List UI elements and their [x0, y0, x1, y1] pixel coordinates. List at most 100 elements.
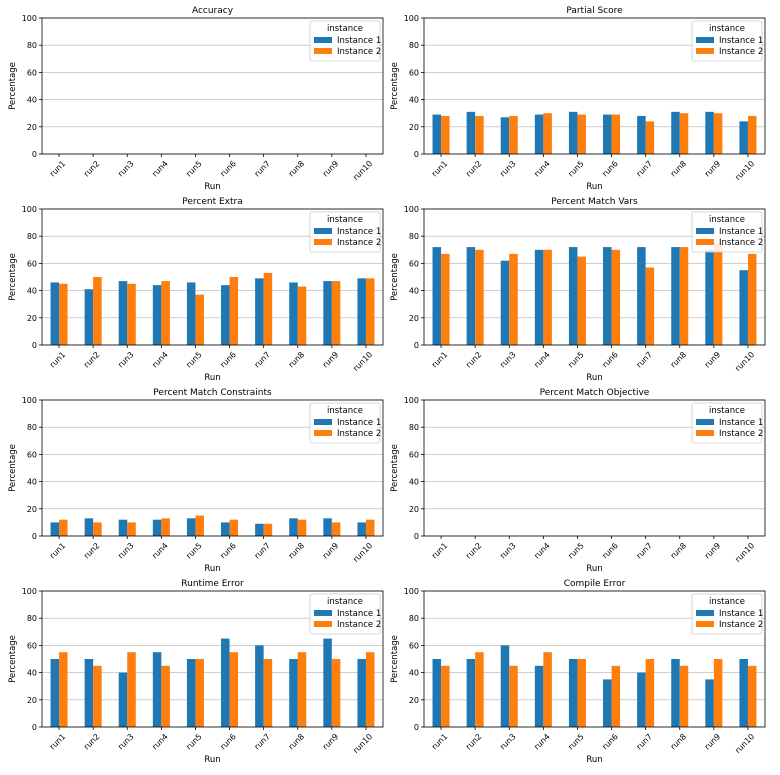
bar-1-run3: [500, 117, 510, 154]
x-tick-label: run9: [321, 541, 340, 560]
bar-1-run5: [568, 247, 578, 345]
chart-title: Compile Error: [564, 579, 626, 589]
legend-title: instance: [709, 406, 745, 416]
x-tick-label: run1: [430, 732, 449, 751]
bar-1-run6: [603, 679, 612, 727]
x-tick-label: run10: [351, 541, 374, 564]
bar-2-run5: [577, 659, 586, 727]
bar-2-run5: [195, 515, 204, 536]
legend-swatch: [314, 430, 332, 436]
chart-panel-2: Percent Extra 0 20 40 60 80 100 run1 run2 run3 run…: [8, 197, 384, 383]
x-tick-label: run8: [287, 159, 306, 178]
y-tick-label: 0: [414, 532, 419, 541]
y-tick-label: 80: [27, 614, 37, 623]
bar-2-run8: [679, 665, 689, 727]
legend-label: Instance 2: [337, 429, 381, 439]
y-tick-label: 20: [27, 505, 37, 514]
legend-swatch: [696, 610, 714, 616]
y-tick-label: 0: [414, 723, 419, 732]
x-tick-label: run5: [566, 159, 585, 178]
x-tick-label: run1: [48, 541, 67, 560]
y-tick-label: 100: [404, 14, 419, 23]
y-tick-label: 60: [27, 259, 37, 268]
y-tick-label: 0: [32, 341, 37, 350]
y-axis-label: Percentage: [390, 253, 400, 301]
legend-label: Instance 1: [719, 418, 763, 428]
y-tick-label: 20: [409, 505, 419, 514]
bar-2-run5: [195, 659, 204, 727]
y-tick-label: 40: [27, 96, 37, 105]
bar-1-run10: [357, 278, 366, 345]
y-tick-label: 100: [22, 205, 37, 214]
x-tick-label: run6: [600, 159, 619, 178]
bar-1-run9: [705, 249, 714, 345]
bar-2-run7: [645, 267, 655, 345]
bar-2-run6: [229, 519, 239, 536]
bar-1-run4: [534, 665, 544, 727]
x-tick-label: run6: [218, 350, 237, 369]
bar-2-run10: [747, 253, 757, 345]
x-tick-label: run10: [351, 732, 374, 755]
y-axis-label: Percentage: [8, 62, 18, 110]
bar-2-run8: [297, 519, 307, 536]
chart-panel-1: Partial Score 0 20 40 60 80 100 run1 run2 run3 run…: [390, 6, 766, 192]
bar-2-run3: [127, 522, 136, 536]
y-tick-label: 80: [409, 423, 419, 432]
y-tick-label: 60: [409, 259, 419, 268]
x-tick-label: run3: [498, 732, 517, 751]
x-tick-label: run2: [82, 541, 101, 560]
bar-1-run7: [637, 247, 646, 345]
bar-1-run9: [705, 111, 714, 154]
x-tick-label: run3: [116, 541, 135, 560]
x-tick-label: run7: [253, 159, 272, 178]
axes-frame: [41, 590, 384, 728]
legend-label: Instance 2: [337, 47, 381, 57]
y-tick-label: 100: [22, 14, 37, 23]
y-axis-label: Percentage: [8, 635, 18, 683]
y-tick-label: 40: [409, 669, 419, 678]
x-tick-label: run10: [733, 732, 756, 755]
bar-1-run10: [357, 522, 366, 536]
legend-swatch: [696, 37, 714, 43]
bar-1-run2: [84, 518, 94, 536]
y-tick-label: 80: [409, 614, 419, 623]
legend-swatch: [696, 419, 714, 425]
x-tick-label: run6: [600, 732, 619, 751]
x-tick-label: run1: [430, 541, 449, 560]
bar-1-run1: [432, 247, 442, 345]
bar-2-run7: [645, 659, 655, 727]
bar-1-run10: [739, 659, 748, 727]
bar-2-run8: [297, 652, 307, 727]
y-tick-label: 0: [32, 532, 37, 541]
x-tick-label: run4: [532, 350, 551, 369]
x-tick-label: run6: [218, 541, 237, 560]
x-tick-label: run6: [218, 159, 237, 178]
y-tick-label: 20: [409, 123, 419, 132]
y-tick-label: 60: [27, 68, 37, 77]
legend-label: Instance 1: [337, 36, 381, 46]
chart-panel-7: Compile Error 0 20 40 60 80 100 run1 run2 run3 run…: [390, 579, 766, 765]
bar-1-run5: [568, 111, 578, 154]
x-tick-label: run6: [218, 732, 237, 751]
y-tick-label: 80: [409, 232, 419, 241]
x-axis-label: Run: [204, 564, 220, 574]
bar-1-run6: [221, 522, 230, 536]
x-tick-label: run7: [253, 350, 272, 369]
axes-frame: [423, 17, 766, 155]
bar-2-run5: [577, 256, 586, 345]
bar-1-run2: [84, 289, 94, 345]
y-tick-label: 20: [27, 696, 37, 705]
bar-1-run10: [739, 121, 748, 154]
x-tick-label: run3: [498, 159, 517, 178]
bar-1-run1: [50, 522, 60, 536]
x-tick-label: run7: [253, 732, 272, 751]
x-tick-label: run7: [635, 159, 654, 178]
chart-title: Accuracy: [192, 6, 234, 16]
bar-1-run8: [289, 659, 298, 727]
bar-2-run2: [475, 249, 484, 345]
x-tick-label: run3: [116, 732, 135, 751]
bar-1-run10: [739, 270, 748, 345]
x-tick-label: run3: [498, 541, 517, 560]
